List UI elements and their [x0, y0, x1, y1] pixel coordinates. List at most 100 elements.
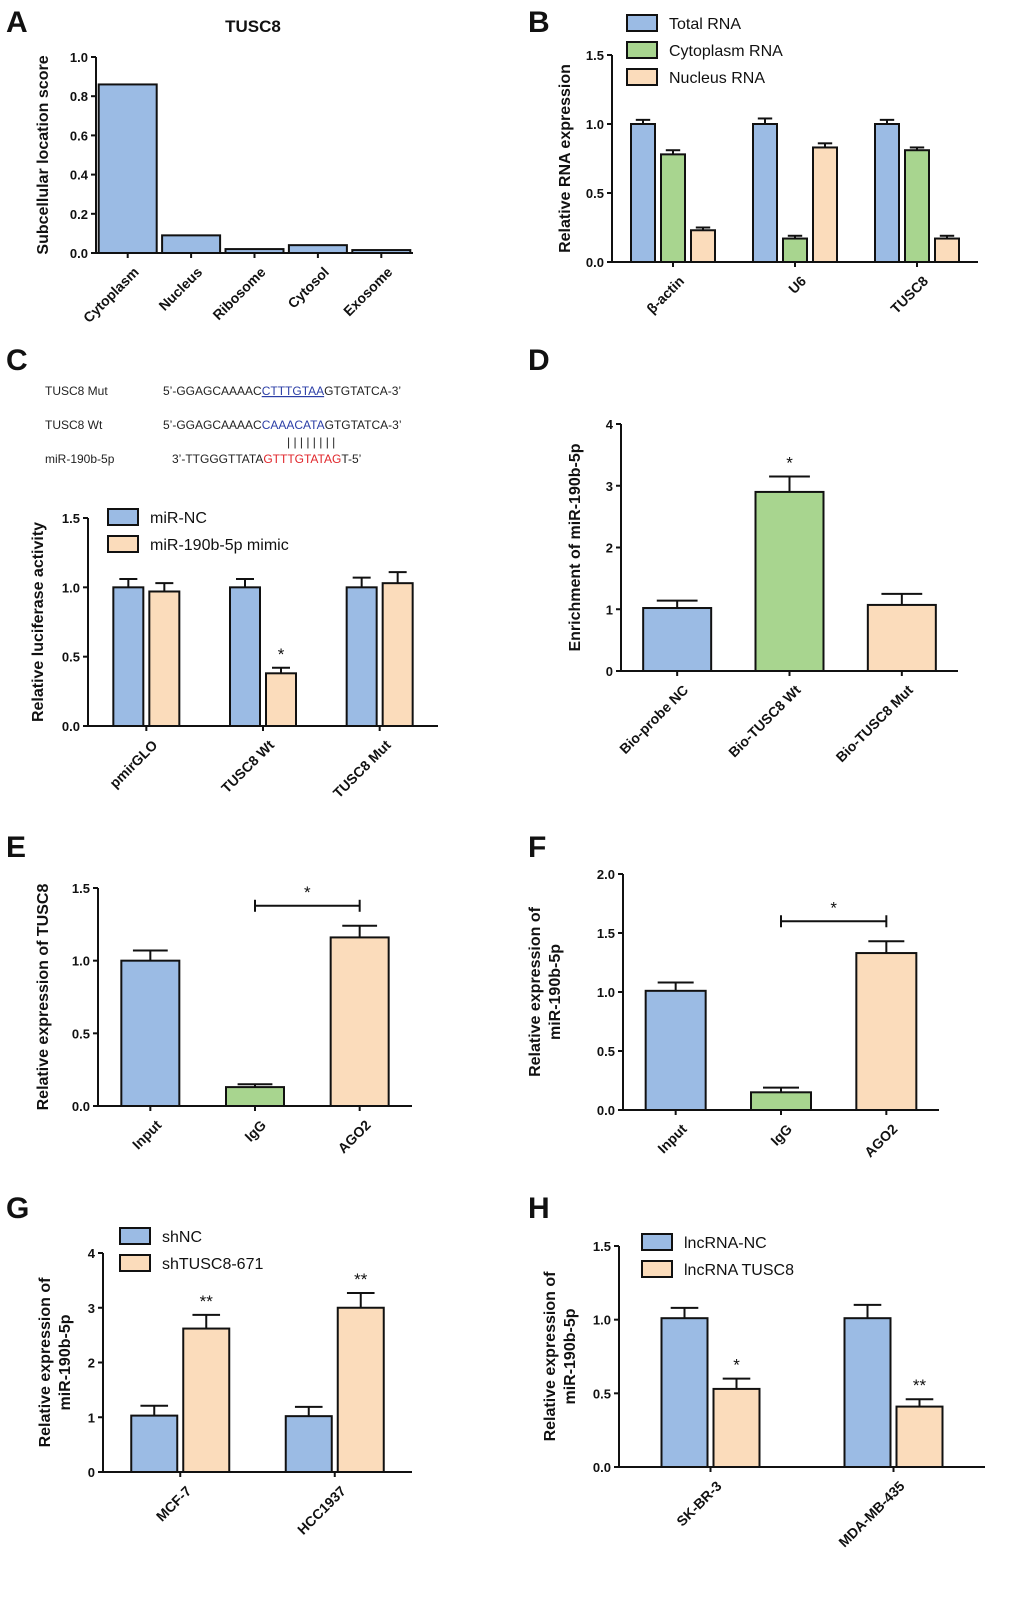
y-tick-label: 0.4: [70, 168, 89, 183]
x-tick-label: pmirGLO: [106, 737, 160, 791]
bar-f-0-0: [644, 989, 707, 1112]
seq-mut-core: CTTTGTAA: [262, 384, 324, 398]
bar-c-2-0: [345, 586, 378, 727]
y-tick-label: 2: [606, 541, 613, 556]
seq-mir-core: GTTTGTATAG: [263, 452, 341, 466]
bar-c-1-1: [265, 672, 297, 727]
panel-label-g: G: [6, 1192, 29, 1225]
y-tick-label: 1.5: [72, 881, 90, 896]
y-tick-label: 2: [88, 1356, 95, 1371]
legend-label: lncRNA TUSC8: [684, 1262, 794, 1279]
x-tick-label: U6: [785, 273, 809, 297]
y-axis-label: miR-190b-5p: [547, 944, 564, 1040]
x-tick-label: AGO2: [861, 1121, 901, 1161]
bar-g-1-1: [336, 1306, 385, 1473]
significance-star: **: [913, 1376, 927, 1395]
significance-star: **: [200, 1292, 214, 1311]
bar-h-1-0: [843, 1317, 892, 1469]
significance-star: *: [786, 453, 793, 472]
bar-f-2-0: [855, 952, 918, 1111]
chart-b: 0.0 0.5 1.0 1.5 Relative RNA expression β-act…: [557, 14, 978, 317]
x-tick-label: Ribosome: [209, 264, 268, 323]
y-axis-label: Relative expression of: [527, 906, 544, 1077]
x-tick-label: Bio-TUSC8 Wt: [725, 682, 804, 761]
bar-c-1-0: [229, 586, 261, 727]
x-tick-label: TUSC8 Wt: [218, 737, 277, 796]
x-tick-label: Input: [654, 1121, 690, 1157]
bar-b-2-0: [874, 123, 900, 263]
seq-wt-prefix: 5’-GGAGCAAAAC: [163, 418, 262, 432]
y-tick-label: 0: [88, 1465, 95, 1480]
bar-b-0-0: [630, 123, 656, 263]
y-axis-label: Subcellular location score: [35, 55, 52, 254]
x-tick-label: TUSC8 Mut: [330, 737, 394, 801]
bar-a-1-0: [161, 234, 222, 254]
bar-h-0-1: [712, 1387, 761, 1468]
legend-label: Cytoplasm RNA: [669, 43, 783, 60]
y-tick-label: 1: [606, 602, 613, 617]
y-axis-label: Relative RNA expression: [557, 64, 574, 253]
x-tick-label: Bio-TUSC8 Mut: [833, 682, 917, 766]
chart-d: 0 1 2 3 4 Enrichment of miR-190b-5p Bio-probe …: [567, 417, 958, 765]
bracket-star: *: [304, 883, 311, 902]
chart-a: 0.0 0.2 0.4 0.6 0.8 1.0 Subcellular location s…: [35, 17, 413, 326]
bar-b-1-2: [812, 146, 838, 264]
legend-swatch: [626, 14, 658, 32]
bar-b-0-1: [660, 153, 686, 263]
panel-label-a: A: [6, 6, 28, 39]
bar-c-0-1: [148, 590, 181, 728]
y-tick-label: 0.5: [593, 1386, 611, 1401]
legend-swatch: [626, 41, 658, 59]
y-axis-label: Relative expression of TUSC8: [35, 884, 52, 1111]
chart-g: 0 1 2 3 4 Relative expression of miR-190b-5p **…: [37, 1227, 412, 1538]
bar-f-1-0: [750, 1091, 812, 1112]
bar-a-4-0: [351, 249, 412, 254]
legend-label: miR-190b-5p mimic: [150, 537, 289, 554]
bar-b-1-0: [752, 123, 778, 263]
y-tick-label: 4: [606, 417, 614, 432]
y-tick-label: 0: [606, 664, 613, 679]
bar-e-1-0: [225, 1086, 285, 1108]
chart-e: 0.0 0.5 1.0 1.5 Relative expression of TUSC8…: [35, 881, 412, 1156]
x-tick-label: AGO2: [334, 1117, 374, 1157]
y-axis-label: Relative luciferase activity: [30, 522, 47, 722]
chart-c: 0.0 0.5 1.0 1.5 Relative luciferase activity…: [30, 508, 438, 801]
x-tick-label: MDA-MB-435: [835, 1478, 908, 1551]
bar-a-2-0: [224, 248, 285, 255]
y-tick-label: 3: [88, 1301, 95, 1316]
y-tick-label: 1.0: [586, 117, 604, 132]
x-tick-label: β-actin: [643, 273, 687, 317]
chart-title: TUSC8: [225, 17, 281, 36]
y-tick-label: 0.5: [597, 1044, 615, 1059]
bar-e-0-0: [120, 959, 181, 1108]
seq-mut-name: TUSC8 Mut: [45, 384, 108, 398]
bar-h-0-0: [660, 1317, 709, 1469]
legend-swatch: [107, 508, 139, 526]
y-tick-label: 1.0: [597, 985, 615, 1000]
x-tick-label: Input: [129, 1117, 165, 1153]
y-tick-label: 1.0: [72, 954, 90, 969]
y-axis-label: Relative expression of: [37, 1277, 54, 1448]
bar-d-1-0: [754, 490, 825, 672]
y-tick-label: 3: [606, 479, 613, 494]
x-tick-label: HCC1937: [294, 1483, 349, 1538]
bar-b-1-1: [782, 237, 808, 263]
bar-b-2-2: [934, 237, 960, 263]
y-tick-label: 1: [88, 1410, 95, 1425]
charts: 0.0 0.2 0.4 0.6 0.8 1.0 Subcellular location s…: [30, 14, 985, 1551]
panel-label-c: C: [6, 344, 28, 377]
y-tick-label: 0.6: [70, 128, 88, 143]
x-tick-label: Cytosol: [284, 264, 332, 312]
x-tick-label: TUSC8: [887, 273, 931, 317]
chart-h: 0.0 0.5 1.0 1.5 Relative expression of miR-19…: [542, 1233, 985, 1551]
seq-mir: 3’-TTGGGTTATAGTTTGTATAGT-5’: [172, 452, 361, 466]
y-tick-label: 1.5: [62, 511, 80, 526]
seq-wt-suffix: GTGTATCA-3’: [325, 418, 402, 432]
y-tick-label: 0.8: [70, 89, 88, 104]
seq-mut-suffix: GTGTATCA-3’: [324, 384, 401, 398]
bar-c-0-0: [112, 586, 145, 727]
seq-wt-core: CAAACATA: [262, 418, 325, 432]
y-tick-label: 1.5: [586, 48, 604, 63]
panel-label-b: B: [528, 6, 550, 39]
bar-a-0-0: [97, 83, 158, 254]
